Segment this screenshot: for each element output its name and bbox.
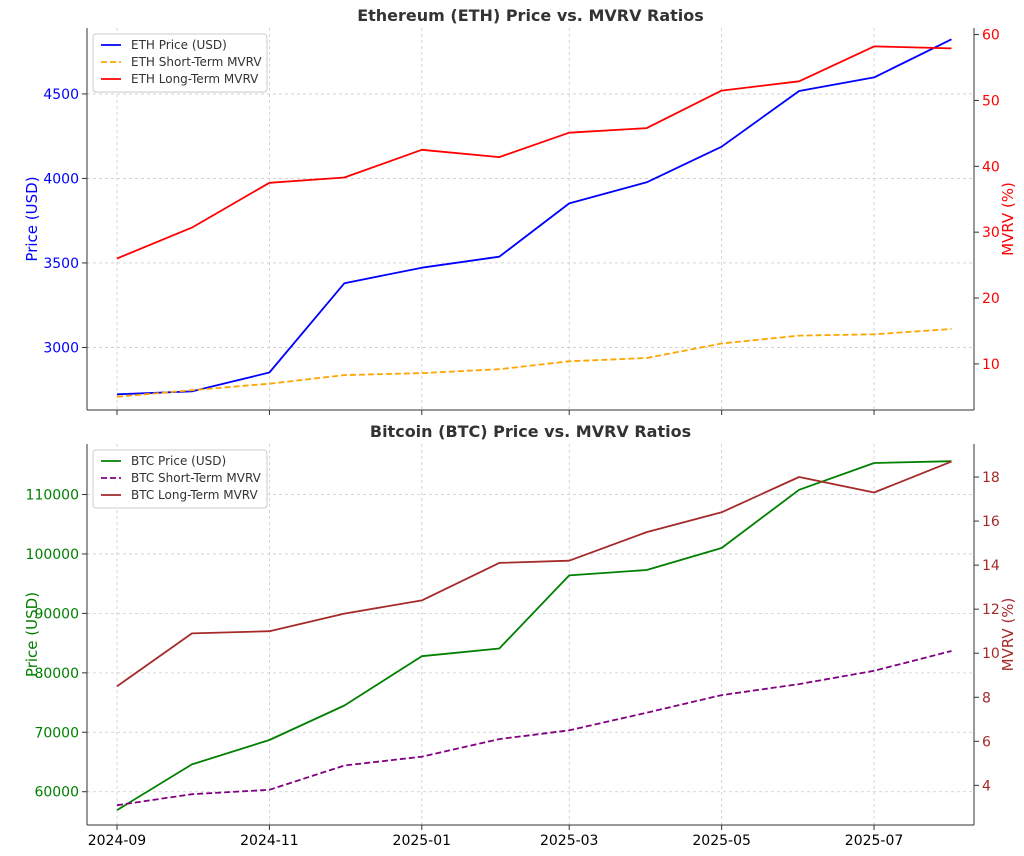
x-tick-label: 2025-05 [692, 833, 751, 849]
right-tick-label: 14 [982, 558, 1000, 574]
left-axis-label: Price (USD) [23, 176, 41, 261]
series-line-3 [116, 460, 952, 688]
legend-label: ETH Short-Term MVRV [131, 55, 262, 69]
series-line-1 [116, 460, 952, 811]
left-tick-label: 80000 [34, 666, 79, 682]
chart-title: Ethereum (ETH) Price vs. MVRV Ratios [357, 6, 704, 25]
right-tick-label: 6 [982, 734, 991, 750]
right-tick-label: 40 [982, 159, 1000, 175]
series-line-1 [116, 38, 952, 396]
legend-box [92, 449, 268, 509]
chart-panel-2: Bitcoin (BTC) Price vs. MVRV Ratios 60000… [23, 422, 1017, 849]
right-tick-label: 12 [982, 602, 1000, 618]
left-axis-label: Price (USD) [23, 592, 41, 677]
legend-label: ETH Price (USD) [131, 38, 227, 52]
legend-box [92, 33, 268, 93]
legend-label: ETH Long-Term MVRV [131, 72, 259, 86]
left-tick-label: 110000 [26, 488, 79, 504]
series-line-2 [116, 650, 952, 807]
legend-label: BTC Price (USD) [131, 454, 226, 468]
right-tick-label: 60 [982, 28, 1000, 44]
left-tick-label: 60000 [34, 785, 79, 801]
left-tick-label: 3500 [43, 256, 79, 272]
left-tick-label: 3000 [43, 340, 79, 356]
left-tick-label: 70000 [34, 725, 79, 741]
legend: BTC Price (USD) BTC Short-Term MVRV BTC Lo… [92, 449, 268, 509]
x-tick-label: 2025-01 [393, 833, 452, 849]
chart-title: Bitcoin (BTC) Price vs. MVRV Ratios [370, 422, 691, 441]
right-tick-label: 8 [982, 690, 991, 706]
right-tick-label: 20 [982, 291, 1000, 307]
right-tick-label: 18 [982, 470, 1000, 486]
series-line-2 [116, 328, 952, 398]
right-axis-label: MVRV (%) [999, 598, 1017, 672]
right-axis-label: MVRV (%) [999, 182, 1017, 256]
chart-panel-1: Ethereum (ETH) Price vs. MVRV Ratios 3000… [23, 6, 1017, 415]
x-tick-label: 2025-03 [540, 833, 599, 849]
left-tick-label: 4000 [43, 171, 79, 187]
right-tick-label: 4 [982, 778, 991, 794]
right-tick-label: 10 [982, 646, 1000, 662]
series-line-3 [116, 45, 952, 260]
right-tick-label: 30 [982, 225, 1000, 241]
left-tick-label: 100000 [26, 547, 79, 563]
left-tick-label: 4500 [43, 87, 79, 103]
legend-label: BTC Long-Term MVRV [131, 488, 258, 502]
right-tick-label: 16 [982, 514, 1000, 530]
x-tick-label: 2024-09 [88, 833, 147, 849]
x-tick-label: 2025-07 [845, 833, 904, 849]
right-tick-label: 10 [982, 357, 1000, 373]
right-tick-label: 50 [982, 93, 1000, 109]
left-tick-label: 90000 [34, 606, 79, 622]
x-tick-label: 2024-11 [240, 833, 299, 849]
legend-label: BTC Short-Term MVRV [131, 471, 262, 485]
legend: ETH Price (USD) ETH Short-Term MVRV ETH Lo… [92, 33, 268, 93]
